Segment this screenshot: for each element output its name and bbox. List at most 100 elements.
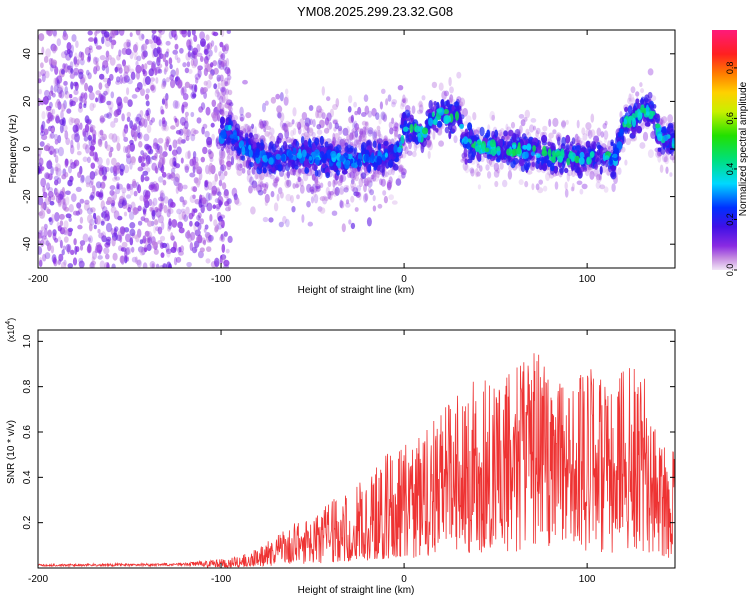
- spectrogram-cell: [275, 93, 281, 100]
- snr-y-multiplier: (x104): [5, 318, 16, 342]
- spectrogram-cell: [506, 126, 512, 132]
- spectrogram-cell: [396, 146, 402, 153]
- spectrogram-cell: [485, 164, 490, 171]
- spectrogram-cell: [75, 246, 80, 253]
- spectrogram-cell: [292, 140, 297, 150]
- spectrogram-cell: [207, 193, 213, 201]
- spectrogram-cell: [263, 183, 269, 191]
- spectrogram-cell: [640, 88, 645, 94]
- spectrogram-cell: [95, 45, 102, 50]
- spectrogram-cell: [321, 86, 325, 96]
- spectrogram-cell: [428, 117, 434, 127]
- spectrogram-cell: [314, 149, 320, 156]
- spectrogram-cell: [205, 192, 211, 202]
- spectrogram-cell: [449, 94, 454, 103]
- spectrogram-cell: [178, 250, 184, 256]
- spectrogram-cell: [108, 150, 113, 158]
- spectrogram-cell: [472, 129, 478, 135]
- x-tick-label: -100: [211, 574, 231, 585]
- spectrogram-cell: [149, 119, 153, 126]
- spectrogram-cell: [604, 120, 608, 126]
- spectrogram-cell: [204, 49, 209, 56]
- spectrogram-cell: [144, 176, 150, 182]
- spectrogram-cell: [356, 158, 362, 166]
- spectrogram-cell: [381, 88, 386, 95]
- spectrogram-cell: [535, 183, 540, 191]
- spectrogram-cell: [669, 172, 673, 177]
- spectrogram-cell: [190, 128, 197, 137]
- spectrogram-cell: [335, 98, 340, 108]
- spectrogram-cell: [139, 156, 145, 163]
- spectrogram-cell: [660, 126, 667, 134]
- spectrogram-cell: [89, 261, 95, 268]
- spectrogram-cell: [206, 136, 213, 146]
- spectrogram-cell: [219, 158, 225, 166]
- spectrogram-cell: [190, 111, 195, 118]
- spectrogram-cell: [246, 169, 252, 176]
- spectrogram-cell: [142, 76, 148, 87]
- spectrogram-cell: [168, 218, 172, 227]
- spectrogram-cell: [596, 173, 601, 181]
- spectrogram-cell: [170, 125, 176, 130]
- spectrogram-cell: [165, 51, 169, 58]
- spectrogram-cell: [645, 111, 650, 116]
- spectrogram-cell: [372, 131, 377, 141]
- spectrogram-cell: [169, 63, 173, 70]
- spectrogram-cell: [304, 122, 310, 131]
- spectrogram-cell: [333, 126, 337, 132]
- x-tick-label: 100: [579, 574, 596, 585]
- y-tick-label: 0.6: [22, 425, 33, 439]
- spectrogram-cell: [617, 167, 622, 176]
- spectrogram-cell: [489, 110, 496, 121]
- spectrogram-cell: [337, 125, 343, 132]
- spectrogram-cell: [118, 49, 122, 57]
- spectrogram-cell: [184, 163, 190, 171]
- spectrogram-cell: [296, 152, 303, 159]
- spectrogram-cell: [224, 201, 230, 207]
- spectrogram-cell: [334, 122, 339, 130]
- spectrogram-cell: [188, 212, 194, 220]
- spectrogram-cell: [264, 200, 268, 206]
- spectrogram-cell: [193, 208, 198, 213]
- spectrogram-cell: [574, 133, 579, 143]
- spectrogram-cell: [239, 163, 243, 169]
- spectrogram-cell: [86, 245, 92, 254]
- spectrogram-cell: [253, 133, 259, 140]
- spectrogram-cell: [40, 204, 47, 213]
- spectrogram-cell: [140, 216, 146, 222]
- spectrogram-cell: [92, 129, 97, 138]
- spectrogram-cell: [62, 197, 67, 205]
- spectrogram-cell: [164, 124, 169, 132]
- spectrogram-cell: [218, 57, 223, 66]
- spectrogram-cell: [200, 218, 204, 225]
- spectrogram-cell: [671, 156, 675, 164]
- spectrogram-cell: [149, 206, 153, 212]
- spectrogram-cell: [306, 200, 311, 208]
- spectrogram-cell: [38, 162, 42, 168]
- spectrogram-cell: [345, 185, 350, 191]
- spectrogram-cell: [87, 85, 94, 93]
- spectrogram-cell: [252, 184, 257, 191]
- spectrogram-cell: [163, 204, 168, 214]
- spectrogram-cell: [475, 145, 481, 152]
- spectrogram-cell: [471, 150, 476, 158]
- spectrogram-cell: [56, 86, 63, 95]
- spectrogram-cell: [400, 152, 407, 159]
- spectrogram-cell: [189, 194, 196, 204]
- spectrogram-cell: [202, 239, 207, 246]
- spectrogram-cell: [397, 85, 404, 91]
- spectrogram-cell: [367, 164, 372, 174]
- spectrogram-cell: [87, 214, 93, 224]
- spectrogram-cell: [54, 101, 59, 108]
- spectrogram-cell: [436, 126, 442, 135]
- spectrogram-cell: [101, 36, 105, 45]
- spectrogram-cell: [160, 82, 166, 90]
- spectrogram-cell: [82, 130, 89, 137]
- spectrogram-cell: [221, 243, 226, 253]
- spectrogram-cell: [236, 156, 241, 164]
- spectrogram-cell: [449, 97, 454, 105]
- spectrogram-cell: [193, 34, 198, 43]
- spectrogram-cell: [209, 156, 214, 163]
- spectrogram-cell: [484, 147, 490, 153]
